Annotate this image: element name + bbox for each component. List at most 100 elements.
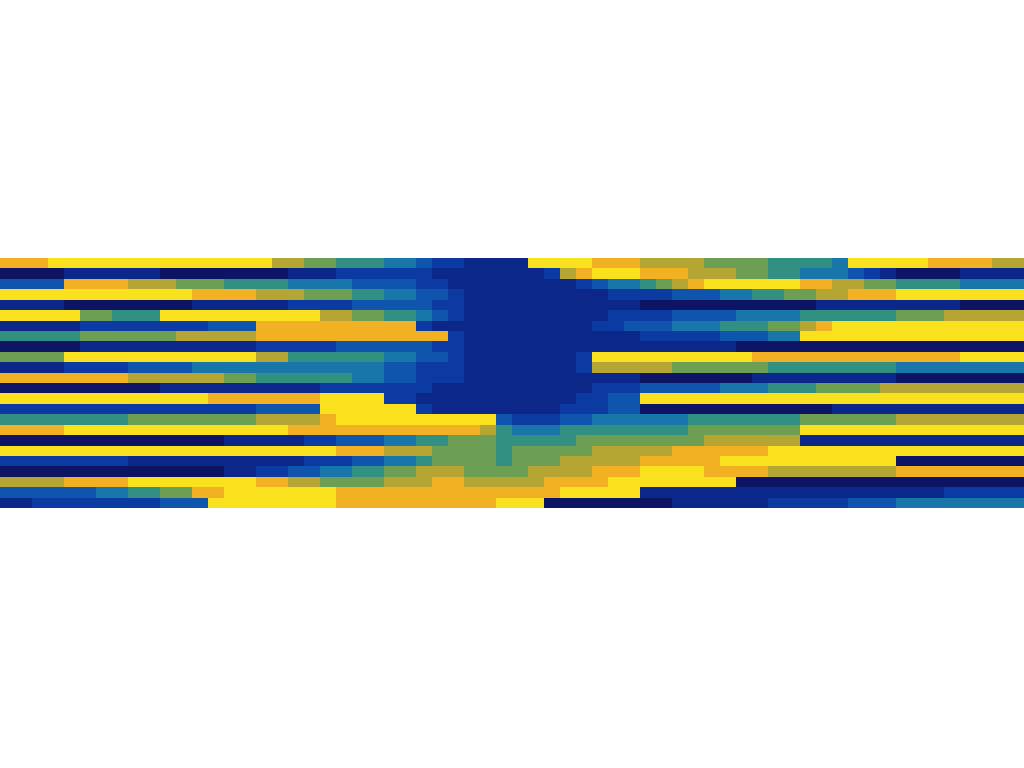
heatmap-cell <box>832 268 849 279</box>
heatmap-cell <box>160 341 177 352</box>
heatmap-cell <box>752 498 769 508</box>
heatmap-cell <box>688 310 705 321</box>
heatmap-cell <box>512 466 529 477</box>
heatmap-cell <box>336 498 353 508</box>
heatmap-cell <box>496 300 513 311</box>
heatmap-cell <box>416 498 433 508</box>
heatmap-cell <box>864 310 881 321</box>
heatmap-cell <box>320 352 337 363</box>
heatmap-cell <box>960 321 977 332</box>
heatmap-cell <box>192 466 209 477</box>
heatmap-cell <box>704 425 721 436</box>
heatmap-cell <box>832 414 849 425</box>
heatmap-cell <box>208 498 225 508</box>
heatmap-cell <box>896 341 913 352</box>
heatmap-cell <box>592 456 609 467</box>
heatmap-cell <box>640 352 657 363</box>
heatmap-cell <box>528 258 545 269</box>
heatmap-cell <box>912 258 929 269</box>
heatmap-cell <box>80 341 97 352</box>
heatmap-cell <box>16 300 33 311</box>
heatmap-cell <box>880 268 897 279</box>
heatmap-cell <box>32 321 49 332</box>
heatmap-cell <box>144 487 161 498</box>
heatmap-cell <box>768 446 785 457</box>
heatmap-cell <box>352 279 369 290</box>
heatmap-cell <box>480 362 497 373</box>
heatmap-cell <box>160 352 177 363</box>
heatmap-cell <box>544 289 561 300</box>
heatmap-cell <box>256 414 273 425</box>
heatmap-cell <box>528 352 545 363</box>
heatmap-cell <box>640 331 657 342</box>
heatmap-cell <box>992 300 1009 311</box>
heatmap-cell <box>288 435 305 446</box>
heatmap-cell <box>64 477 81 488</box>
heatmap-cell <box>576 373 593 384</box>
heatmap-cell <box>656 362 673 373</box>
heatmap-cell <box>736 446 753 457</box>
heatmap-cell <box>384 456 401 467</box>
heatmap-cell <box>480 300 497 311</box>
heatmap-cell <box>240 321 257 332</box>
heatmap-cell <box>784 383 801 394</box>
heatmap-cell <box>608 393 625 404</box>
heatmap-cell <box>656 258 673 269</box>
heatmap-cell <box>784 331 801 342</box>
heatmap-cell <box>464 404 481 415</box>
heatmap-cell <box>816 258 833 269</box>
heatmap-cell <box>448 352 465 363</box>
heatmap-cell <box>768 383 785 394</box>
heatmap-cell <box>976 466 993 477</box>
heatmap-cell <box>752 268 769 279</box>
heatmap-cell <box>608 487 625 498</box>
heatmap-cell <box>544 425 561 436</box>
heatmap-cell <box>1008 321 1024 332</box>
heatmap-cell <box>832 279 849 290</box>
heatmap-cell <box>208 393 225 404</box>
heatmap-cell <box>272 331 289 342</box>
heatmap-cell <box>672 435 689 446</box>
heatmap-cell <box>848 268 865 279</box>
heatmap-cell <box>992 331 1009 342</box>
heatmap-cell <box>160 446 177 457</box>
heatmap-cell <box>928 279 945 290</box>
heatmap-cell <box>512 383 529 394</box>
heatmap-cell <box>464 435 481 446</box>
heatmap-cell <box>416 321 433 332</box>
heatmap-cell <box>400 487 417 498</box>
heatmap-cell <box>192 477 209 488</box>
heatmap-cell <box>656 373 673 384</box>
heatmap-cell <box>80 393 97 404</box>
heatmap-cell <box>256 477 273 488</box>
heatmap-cell <box>336 268 353 279</box>
heatmap-cell <box>656 425 673 436</box>
heatmap-cell <box>80 362 97 373</box>
heatmap-cell <box>0 487 17 498</box>
heatmap-cell <box>720 498 737 508</box>
heatmap-cell <box>480 258 497 269</box>
heatmap-cell <box>480 498 497 508</box>
heatmap-cell <box>160 289 177 300</box>
heatmap-cell <box>768 300 785 311</box>
heatmap-cell <box>64 331 81 342</box>
heatmap-cell <box>544 362 561 373</box>
heatmap-cell <box>80 425 97 436</box>
heatmap-cell <box>352 321 369 332</box>
heatmap-cell <box>672 268 689 279</box>
heatmap-cell <box>816 393 833 404</box>
heatmap-cell <box>864 404 881 415</box>
heatmap-cell <box>496 466 513 477</box>
heatmap-cell <box>240 279 257 290</box>
heatmap-cell <box>640 487 657 498</box>
heatmap-cell <box>128 435 145 446</box>
heatmap-cell <box>688 362 705 373</box>
heatmap-cell <box>800 258 817 269</box>
heatmap-cell <box>688 352 705 363</box>
heatmap-cell <box>272 425 289 436</box>
heatmap-cell <box>16 268 33 279</box>
heatmap-cell <box>976 373 993 384</box>
heatmap-cell <box>736 466 753 477</box>
heatmap-cell <box>336 300 353 311</box>
heatmap-cell <box>704 331 721 342</box>
